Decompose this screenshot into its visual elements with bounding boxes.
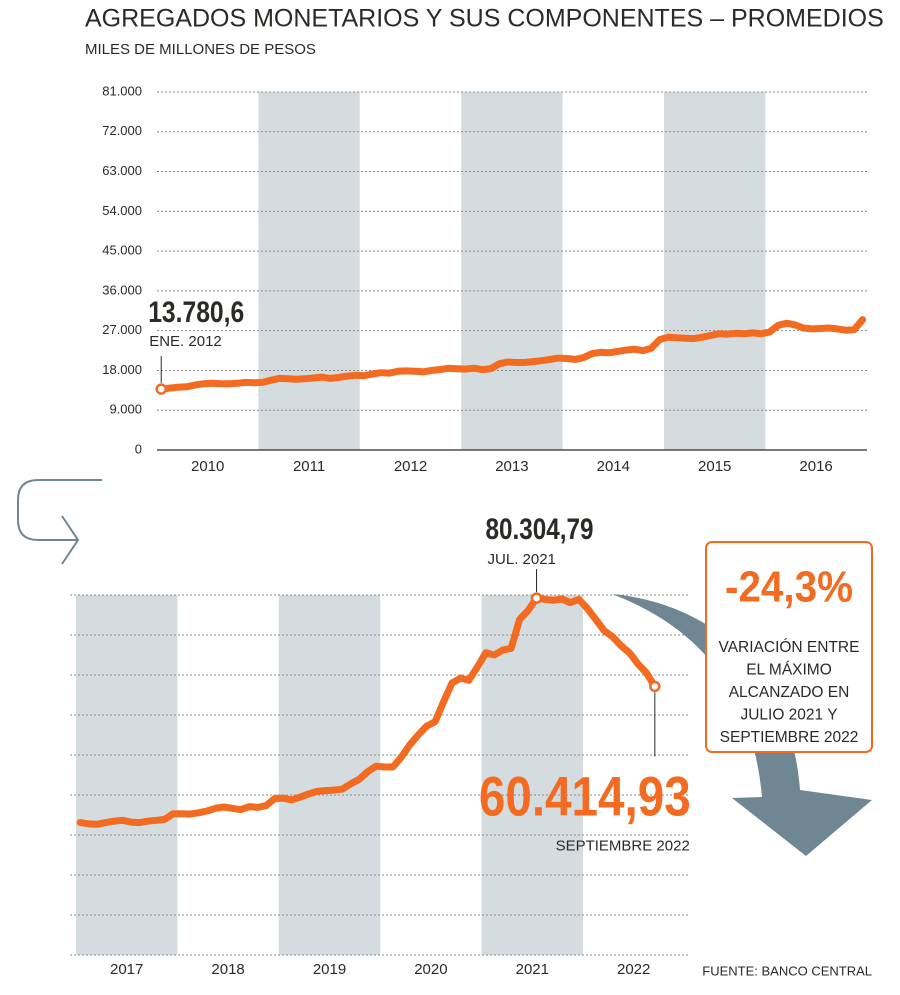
callout-text: VARIACIÓN ENTRE EL MÁXIMO ALCANZADO EN JULI… (719, 639, 860, 746)
x-tick-label: 2011 (293, 458, 325, 475)
callout-line: EL MÁXIMO (746, 662, 832, 679)
x-tick-label: 2019 (313, 961, 346, 978)
x-tick-label: 2020 (414, 961, 447, 978)
callout-line: SEPTIEMBRE 2022 (720, 729, 859, 746)
continue-arrow (17, 479, 102, 565)
y-tick-label: 18.000 (102, 362, 142, 377)
date-label: ENE. 2012 (149, 333, 222, 350)
x-tick-label: 2014 (597, 458, 630, 475)
year-band (258, 92, 360, 450)
callout-line: ALCANZADO EN (729, 684, 850, 701)
callout-box (705, 541, 873, 753)
y-tick-label: 81.000 (102, 83, 142, 98)
x-tick-label: 2017 (110, 961, 143, 978)
y-tick-label: 9.000 (109, 402, 142, 417)
y-tick-label: 36.000 (102, 282, 142, 297)
year-band (664, 92, 766, 450)
y-tick-label: 63.000 (102, 163, 142, 178)
point-marker (649, 680, 661, 693)
value-label: 80.304,79 (486, 513, 594, 546)
year-band (461, 92, 563, 450)
y-tick-label: 27.000 (102, 322, 142, 337)
x-tick-label: 2018 (211, 961, 244, 978)
point-marker (155, 383, 167, 395)
y-tick-label: 72.000 (102, 123, 142, 138)
x-tick-label: 2021 (516, 961, 549, 978)
y-tick-label: 45.000 (102, 243, 142, 258)
background (76, 92, 766, 955)
date-label: JUL. 2021 (488, 551, 556, 568)
y-tick-label: 54.000 (102, 203, 142, 218)
x-tick-label: 2013 (495, 458, 528, 475)
x-tick-label: 2012 (394, 458, 427, 475)
value-label: 13.780,6 (148, 296, 244, 329)
decline-arrow (612, 594, 872, 856)
callout-value: -24,3% (725, 563, 853, 612)
series-line (76, 594, 659, 828)
x-tick-label: 2010 (191, 458, 224, 475)
value-label: 60.414,93 (479, 764, 691, 827)
date-label: SEPTIEMBRE 2022 (556, 837, 690, 854)
x-tick-label: 2015 (698, 458, 731, 475)
year-band (76, 595, 178, 955)
callout-line: VARIACIÓN ENTRE (719, 639, 860, 656)
title: AGREGADOS MONETARIOS Y SUS COMPONENTES –… (85, 5, 884, 33)
x-tick-label: 2016 (799, 458, 832, 475)
callout-line: JULIO 2021 Y (740, 707, 837, 724)
source: FUENTE: BANCO CENTRAL (702, 963, 872, 978)
y-tick-label: 0 (135, 441, 142, 456)
series-line (157, 316, 867, 393)
point-marker (530, 592, 543, 604)
subtitle: MILES DE MILLONES DE PESOS (85, 41, 316, 58)
x-tick-label: 2022 (617, 961, 650, 978)
